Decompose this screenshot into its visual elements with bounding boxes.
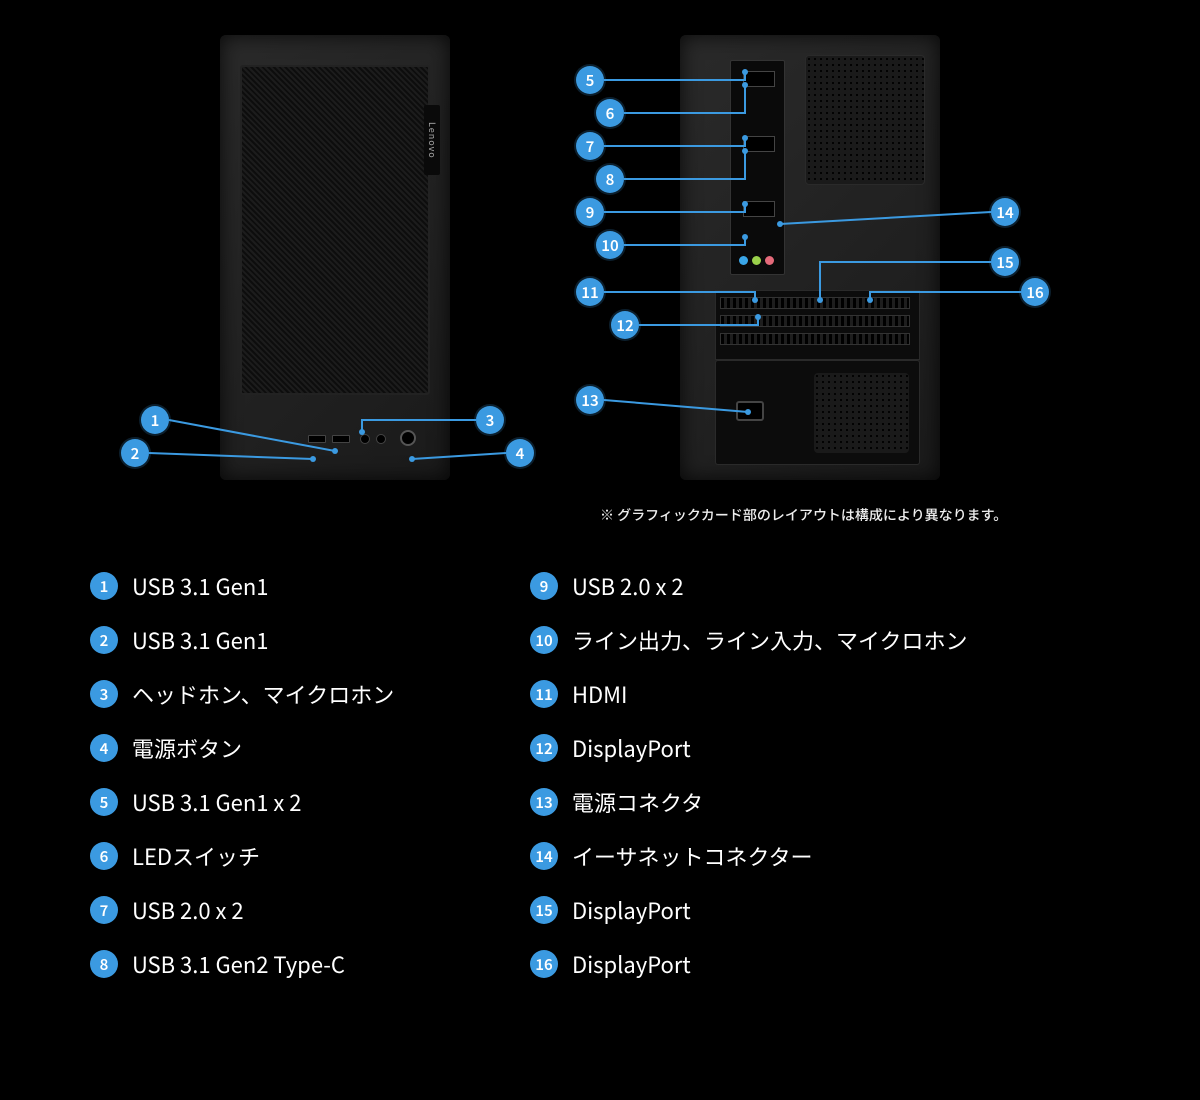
legend-item-12: 12 DisplayPort — [530, 732, 968, 764]
line-out-jack — [752, 256, 761, 265]
legend-badge-2: 2 — [90, 626, 118, 654]
pci-slot-3 — [720, 333, 910, 345]
callout-badge-9: 9 — [576, 198, 604, 226]
callout-badge-2: 2 — [121, 439, 149, 467]
legend-badge-3: 3 — [90, 680, 118, 708]
legend-label-6: LEDスイッチ — [132, 840, 260, 872]
legend-item-10: 10 ライン出力、ライン入力、マイクロホン — [530, 624, 968, 656]
callout-badge-13: 13 — [576, 386, 604, 414]
front-usb-port-1 — [308, 435, 326, 443]
diagram-area: Lenovo — [0, 0, 1200, 550]
rear-usb31-pair — [743, 71, 775, 87]
legend-label-15: DisplayPort — [572, 894, 691, 926]
legend-item-16: 16 DisplayPort — [530, 948, 968, 980]
legend-label-11: HDMI — [572, 678, 627, 710]
legend-item-15: 15 DisplayPort — [530, 894, 968, 926]
callout-badge-7: 7 — [576, 132, 604, 160]
legend-label-12: DisplayPort — [572, 732, 691, 764]
legend-badge-8: 8 — [90, 950, 118, 978]
legend-label-5: USB 3.1 Gen1 x 2 — [132, 786, 302, 818]
legend-label-10: ライン出力、ライン入力、マイクロホン — [572, 624, 968, 656]
tower-front: Lenovo — [220, 35, 450, 480]
legend-item-14: 14 イーサネットコネクター — [530, 840, 968, 872]
legend-label-3: ヘッドホン、マイクロホン — [132, 678, 394, 710]
legend-badge-12: 12 — [530, 734, 558, 762]
callout-badge-12: 12 — [611, 311, 639, 339]
front-power-button — [400, 430, 416, 446]
legend-item-3: 3 ヘッドホン、マイクロホン — [90, 678, 490, 710]
legend-badge-16: 16 — [530, 950, 558, 978]
legend-badge-6: 6 — [90, 842, 118, 870]
callout-badge-10: 10 — [596, 231, 624, 259]
legend-badge-7: 7 — [90, 896, 118, 924]
callout-badge-14: 14 — [991, 198, 1019, 226]
brand-badge: Lenovo — [424, 105, 440, 175]
power-connector — [736, 401, 764, 421]
callout-badge-1: 1 — [141, 406, 169, 434]
legend-label-8: USB 3.1 Gen2 Type-C — [132, 948, 345, 980]
legend-label-13: 電源コネクタ — [572, 786, 703, 818]
legend-label-4: 電源ボタン — [132, 732, 242, 764]
front-headphone-jack — [360, 434, 370, 444]
callout-badge-16: 16 — [1021, 278, 1049, 306]
legend-item-6: 6 LEDスイッチ — [90, 840, 490, 872]
legend-item-7: 7 USB 2.0 x 2 — [90, 894, 490, 926]
legend-item-5: 5 USB 3.1 Gen1 x 2 — [90, 786, 490, 818]
callout-badge-4: 4 — [506, 439, 534, 467]
rear-usb20-pair-a — [743, 136, 775, 152]
front-usb-port-2 — [332, 435, 350, 443]
psu-vent — [814, 373, 909, 453]
gpu-slot-2 — [720, 315, 910, 327]
legend-item-8: 8 USB 3.1 Gen2 Type-C — [90, 948, 490, 980]
rear-io-shield — [730, 60, 785, 275]
callout-badge-6: 6 — [596, 99, 624, 127]
legend-badge-14: 14 — [530, 842, 558, 870]
legend-item-13: 13 電源コネクタ — [530, 786, 968, 818]
legend-col-2: 9 USB 2.0 x 2 10 ライン出力、ライン入力、マイクロホン 11 HDMI 12… — [530, 570, 968, 1002]
tower-rear — [680, 35, 940, 480]
legend-item-11: 11 HDMI — [530, 678, 968, 710]
callout-badge-5: 5 — [576, 66, 604, 94]
legend-badge-1: 1 — [90, 572, 118, 600]
front-mic-jack — [376, 434, 386, 444]
legend-badge-10: 10 — [530, 626, 558, 654]
legend-label-2: USB 3.1 Gen1 — [132, 624, 269, 656]
mic-jack — [765, 256, 774, 265]
legend-item-9: 9 USB 2.0 x 2 — [530, 570, 968, 602]
legend-badge-5: 5 — [90, 788, 118, 816]
front-ports-row — [220, 425, 450, 455]
legend-label-16: DisplayPort — [572, 948, 691, 980]
legend-label-7: USB 2.0 x 2 — [132, 894, 244, 926]
rear-vent-fan — [805, 55, 925, 185]
legend-item-1: 1 USB 3.1 Gen1 — [90, 570, 490, 602]
footnote-text: ※ グラフィックカード部のレイアウトは構成により異なります。 — [600, 505, 1007, 525]
legend: 1 USB 3.1 Gen1 2 USB 3.1 Gen1 3 ヘッドホン、マイクロホン 4… — [90, 570, 1150, 1002]
rear-audio-jacks — [739, 256, 774, 265]
pci-expansion-area — [715, 290, 920, 360]
callout-badge-3: 3 — [476, 406, 504, 434]
gpu-slot-1 — [720, 297, 910, 309]
legend-label-14: イーサネットコネクター — [572, 840, 813, 872]
callout-badge-15: 15 — [991, 248, 1019, 276]
legend-label-9: USB 2.0 x 2 — [572, 570, 684, 602]
legend-item-2: 2 USB 3.1 Gen1 — [90, 624, 490, 656]
callout-badge-8: 8 — [596, 165, 624, 193]
legend-label-1: USB 3.1 Gen1 — [132, 570, 269, 602]
legend-badge-11: 11 — [530, 680, 558, 708]
front-mesh-panel — [240, 65, 430, 395]
rear-usb20-pair-b — [743, 201, 775, 217]
legend-badge-15: 15 — [530, 896, 558, 924]
legend-badge-9: 9 — [530, 572, 558, 600]
line-in-jack — [739, 256, 748, 265]
legend-badge-4: 4 — [90, 734, 118, 762]
legend-col-1: 1 USB 3.1 Gen1 2 USB 3.1 Gen1 3 ヘッドホン、マイクロホン 4… — [90, 570, 490, 1002]
legend-item-4: 4 電源ボタン — [90, 732, 490, 764]
callout-badge-11: 11 — [576, 278, 604, 306]
psu-area — [715, 360, 920, 465]
legend-badge-13: 13 — [530, 788, 558, 816]
